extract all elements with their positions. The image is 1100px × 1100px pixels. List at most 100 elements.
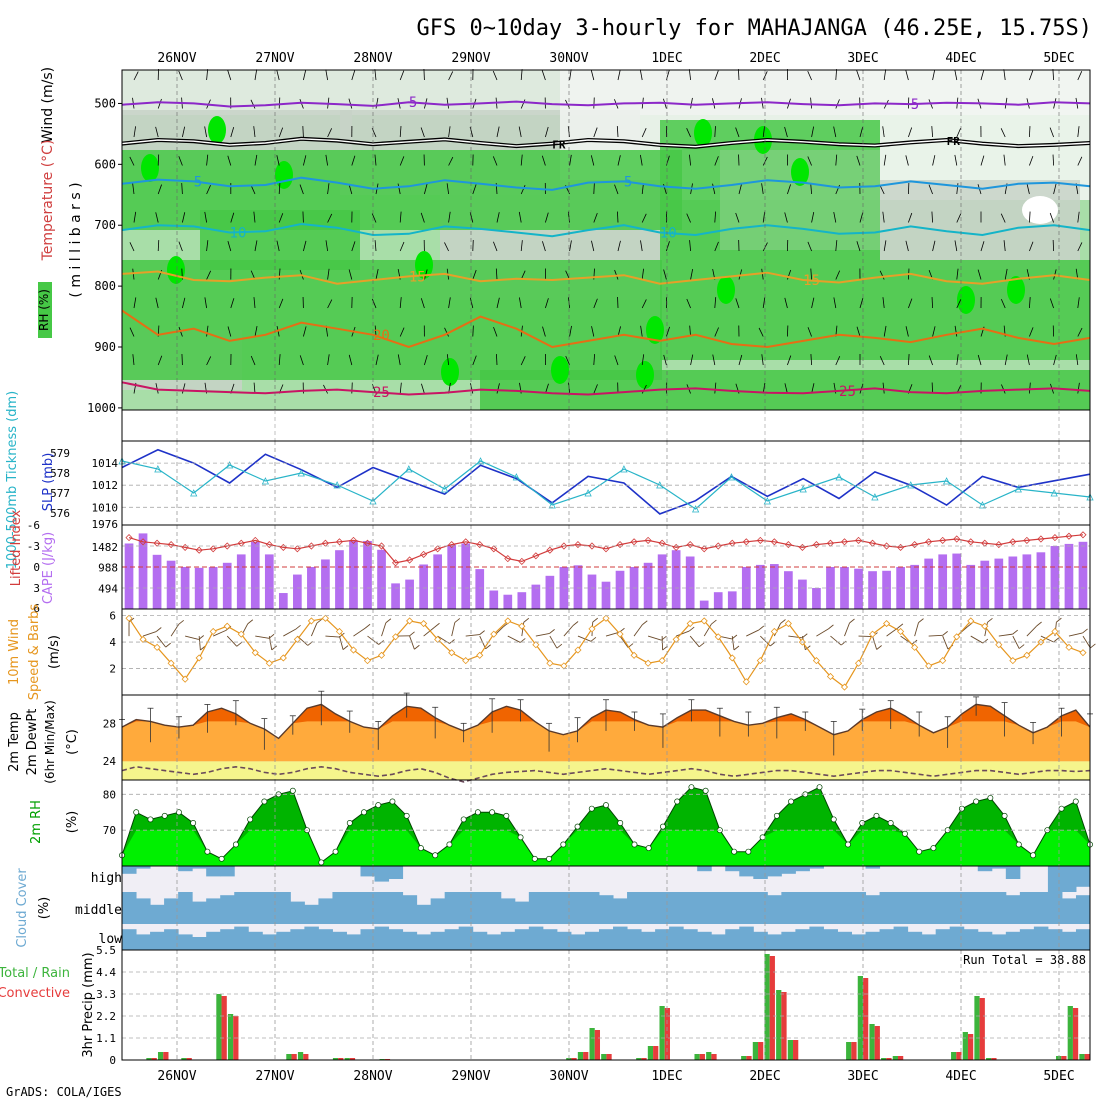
wind-barb	[182, 383, 186, 394]
wind-barb	[738, 354, 743, 366]
wind-barb	[1003, 154, 1006, 166]
wind-barb	[227, 326, 232, 337]
wind-barb	[932, 155, 936, 166]
y-tick-label: 576	[50, 507, 70, 520]
cape-bar	[419, 564, 428, 609]
cape-bar	[1022, 554, 1032, 609]
x-tick-label-top: 27NOV	[255, 51, 294, 66]
wind10-marker	[897, 627, 905, 636]
wind-barb	[278, 97, 281, 109]
ylabel-cape: CAPE (J/kg)	[41, 532, 56, 604]
cloud-cover-bar	[234, 926, 249, 950]
wind-barb	[254, 154, 258, 166]
cape-bar	[489, 590, 499, 609]
wind10-barb	[423, 626, 435, 637]
rh-patch	[122, 150, 682, 230]
cloud-cover-bar	[248, 931, 263, 950]
wind-barb	[1029, 70, 1034, 81]
rh2m-marker	[845, 841, 851, 848]
y-tick-label: 1000	[87, 401, 116, 415]
cloud-cover-bar	[1061, 866, 1077, 892]
wind10-marker	[1079, 649, 1087, 657]
wind10-barb-flag	[1012, 629, 1018, 635]
cloud-cover-bar	[767, 934, 782, 950]
wind-barb	[254, 240, 258, 252]
wind-barb	[303, 326, 307, 337]
y-tick-label: 577	[50, 487, 70, 500]
thickness-marker	[476, 457, 485, 465]
wind10-barb-flag	[987, 617, 993, 623]
freezing-line-inner	[121, 138, 1091, 148]
wind-barb	[689, 154, 691, 166]
cloud-cover-bar	[865, 895, 881, 924]
wind-barb	[1029, 327, 1034, 337]
wind10-barb-flag	[236, 641, 243, 647]
wind-barb	[835, 154, 838, 166]
li-marker	[925, 538, 933, 546]
cloud-cover-bar	[136, 934, 151, 950]
wind10-marker	[728, 654, 736, 662]
wind-barb	[327, 299, 333, 309]
cloud-band-bg	[122, 866, 1090, 892]
wind-barb	[278, 268, 281, 280]
wind-barb	[133, 71, 139, 81]
precip-conv-bar	[1072, 1008, 1079, 1060]
wind-barb	[254, 69, 258, 81]
cloud-cover-bar	[753, 866, 768, 879]
wind-barb	[303, 69, 307, 81]
cloud-cover-bar	[613, 898, 628, 924]
wind10-barb-flag	[434, 622, 440, 628]
wind10-marker	[911, 643, 919, 651]
contour-label: 20	[373, 328, 390, 344]
wind10-marker	[335, 627, 344, 636]
rh2m-marker	[289, 787, 296, 794]
rh-patch	[860, 70, 1090, 200]
precip-total-bar	[216, 994, 222, 1060]
cloud-cover-bar	[1047, 929, 1063, 950]
cloud-cover-bar	[739, 892, 754, 924]
precip-total-bar	[986, 1058, 992, 1060]
wind-barb	[811, 212, 815, 223]
wind-barb	[132, 354, 135, 366]
wind-barb	[448, 156, 454, 166]
rh2m-marker	[474, 809, 481, 816]
cloud-cover-bar	[921, 934, 937, 950]
rh2m-marker	[674, 798, 681, 805]
slp-line	[121, 448, 1091, 515]
rh2m-marker	[403, 812, 410, 819]
wind10-barb-flag	[1018, 644, 1025, 649]
li-marker	[139, 538, 147, 546]
y-tick-label: 24	[103, 755, 117, 768]
cloud-cover-bar	[318, 898, 333, 924]
wind-barb	[132, 183, 135, 195]
li-marker	[391, 559, 400, 567]
wind-barb	[348, 269, 353, 280]
wind-barb	[1075, 354, 1079, 366]
wind-barb	[1026, 354, 1030, 366]
cloud-cover-bar	[753, 931, 768, 950]
cloud-cover-bar	[430, 898, 446, 924]
wind-barb	[1004, 268, 1008, 280]
cloud-cover-bar	[374, 866, 390, 882]
rh-patch	[660, 260, 1090, 360]
cloud-cover-bar	[346, 892, 361, 924]
wind-barb	[931, 126, 933, 138]
rh2m-marker	[645, 845, 652, 852]
cloud-cover-bar	[837, 931, 853, 950]
wind-barb	[278, 354, 281, 366]
rh-legend-swatch	[38, 282, 52, 338]
wind10-barb	[1082, 635, 1091, 649]
wind-barb	[1053, 183, 1057, 195]
wind10-marker	[644, 659, 652, 667]
rh2m-marker	[788, 798, 795, 805]
wind-barb	[204, 126, 207, 138]
rh-max-patch	[551, 356, 569, 384]
precip-total-bar	[157, 1052, 164, 1060]
cloud-cover-bar	[935, 929, 951, 950]
wind-barb	[883, 154, 887, 166]
precip-conv-bar	[338, 1058, 344, 1060]
wind-barb	[371, 298, 377, 309]
wind-barb	[593, 213, 598, 223]
wind-barb	[374, 240, 377, 252]
wind10-marker	[588, 625, 596, 633]
